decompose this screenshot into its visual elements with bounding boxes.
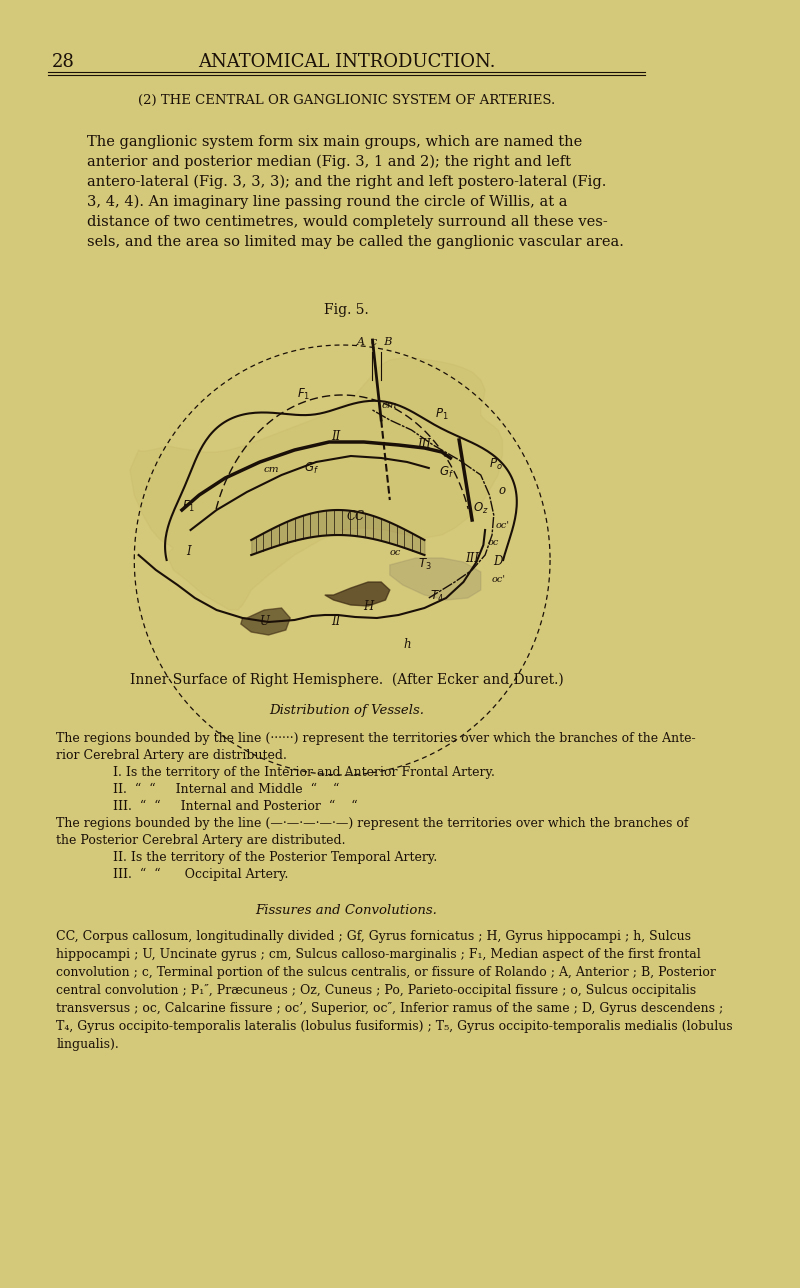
Text: central convolution ; P₁″, Præcuneus ; Oz, Cuneus ; Po, Parieto-occipital fissur: central convolution ; P₁″, Præcuneus ; O… bbox=[56, 984, 697, 997]
Polygon shape bbox=[130, 358, 502, 611]
Text: cm: cm bbox=[263, 465, 279, 474]
Text: rior Cerebral Artery are distributed.: rior Cerebral Artery are distributed. bbox=[56, 750, 287, 762]
Text: II: II bbox=[331, 614, 341, 629]
Text: $T_4$: $T_4$ bbox=[430, 589, 445, 604]
Text: Distribution of Vessels.: Distribution of Vessels. bbox=[269, 703, 424, 716]
Text: Fig. 5.: Fig. 5. bbox=[324, 303, 369, 317]
Text: lingualis).: lingualis). bbox=[56, 1038, 119, 1051]
Text: T₄, Gyrus occipito-temporalis lateralis (lobulus fusiformis) ; T₅, Gyrus occipit: T₄, Gyrus occipito-temporalis lateralis … bbox=[56, 1020, 733, 1033]
Text: h: h bbox=[403, 638, 411, 650]
Text: The regions bounded by the line (—·—·—·—·—) represent the territories over which: The regions bounded by the line (—·—·—·—… bbox=[56, 817, 689, 829]
Text: 3, 4, 4). An imaginary line passing round the circle of Willis, at a: 3, 4, 4). An imaginary line passing roun… bbox=[86, 194, 567, 210]
Text: A  c  B: A c B bbox=[357, 337, 394, 346]
Text: oc': oc' bbox=[491, 574, 505, 583]
Text: the Posterior Cerebral Artery are distributed.: the Posterior Cerebral Artery are distri… bbox=[56, 835, 346, 848]
Text: III.  “  “      Occipital Artery.: III. “ “ Occipital Artery. bbox=[113, 868, 288, 881]
Text: III: III bbox=[465, 553, 479, 565]
Text: II.  “  “     Internal and Middle  “    “: II. “ “ Internal and Middle “ “ bbox=[113, 783, 339, 796]
Text: H: H bbox=[363, 600, 374, 613]
Text: $O_z$: $O_z$ bbox=[473, 501, 489, 516]
Text: II: II bbox=[331, 430, 341, 443]
Polygon shape bbox=[390, 558, 481, 600]
Text: CC, Corpus callosum, longitudinally divided ; Gf, Gyrus fornicatus ; H, Gyrus hi: CC, Corpus callosum, longitudinally divi… bbox=[56, 930, 691, 943]
Text: oc: oc bbox=[488, 538, 499, 547]
Text: U: U bbox=[260, 614, 270, 629]
Text: o: o bbox=[499, 484, 506, 497]
Text: cm: cm bbox=[382, 401, 398, 410]
Text: $P_1$: $P_1$ bbox=[435, 407, 449, 422]
Text: hippocampi ; U, Uncinate gyrus ; cm, Sulcus calloso-marginalis ; F₁, Median aspe: hippocampi ; U, Uncinate gyrus ; cm, Sul… bbox=[56, 948, 701, 961]
Text: III: III bbox=[418, 438, 431, 451]
Text: antero-lateral (Fig. 3, 3, 3); and the right and left postero-lateral (Fig.: antero-lateral (Fig. 3, 3, 3); and the r… bbox=[86, 175, 606, 189]
Text: D: D bbox=[494, 555, 502, 568]
Text: II. Is the territory of the Posterior Temporal Artery.: II. Is the territory of the Posterior Te… bbox=[113, 851, 437, 864]
Text: transversus ; oc, Calcarine fissure ; oc’, Superior, oc″, Inferior ramus of the : transversus ; oc, Calcarine fissure ; oc… bbox=[56, 1002, 723, 1015]
Text: CC: CC bbox=[346, 510, 364, 523]
Text: ANATOMICAL INTRODUCTION.: ANATOMICAL INTRODUCTION. bbox=[198, 53, 495, 71]
Text: convolution ; c, Terminal portion of the sulcus centralis, or fissure of Rolando: convolution ; c, Terminal portion of the… bbox=[56, 966, 716, 979]
Text: (2) THE CENTRAL OR GANGLIONIC SYSTEM OF ARTERIES.: (2) THE CENTRAL OR GANGLIONIC SYSTEM OF … bbox=[138, 94, 555, 107]
Text: III.  “  “     Internal and Posterior  “    “: III. “ “ Internal and Posterior “ “ bbox=[113, 800, 358, 813]
Text: oc': oc' bbox=[495, 522, 510, 529]
Polygon shape bbox=[325, 582, 390, 605]
Text: $G_f$: $G_f$ bbox=[438, 465, 454, 480]
Text: I: I bbox=[186, 545, 191, 558]
Text: $P_o$: $P_o$ bbox=[489, 457, 502, 473]
Text: oc: oc bbox=[390, 547, 401, 556]
Text: distance of two centimetres, would completely surround all these ves-: distance of two centimetres, would compl… bbox=[86, 215, 607, 229]
Text: sels, and the area so limited may be called the ganglionic vascular area.: sels, and the area so limited may be cal… bbox=[86, 234, 623, 249]
Text: $F_1$: $F_1$ bbox=[297, 386, 310, 402]
Text: $T_3$: $T_3$ bbox=[418, 556, 431, 572]
Text: 28: 28 bbox=[52, 53, 75, 71]
Text: $G_f$: $G_f$ bbox=[304, 461, 319, 477]
Text: Fissures and Convolutions.: Fissures and Convolutions. bbox=[255, 903, 438, 917]
Text: Inner Surface of Right Hemisphere.  (After Ecker and Duret.): Inner Surface of Right Hemisphere. (Afte… bbox=[130, 672, 563, 688]
Text: I. Is the territory of the Interior and Anterior Frontal Artery.: I. Is the territory of the Interior and … bbox=[113, 766, 494, 779]
Text: The regions bounded by the line (······) represent the territories over which th: The regions bounded by the line (······)… bbox=[56, 732, 696, 744]
Text: anterior and posterior median (Fig. 3, 1 and 2); the right and left: anterior and posterior median (Fig. 3, 1… bbox=[86, 155, 570, 170]
Polygon shape bbox=[241, 608, 290, 635]
Text: $F_1$: $F_1$ bbox=[182, 498, 195, 514]
Text: The ganglionic system form six main groups, which are named the: The ganglionic system form six main grou… bbox=[86, 135, 582, 149]
